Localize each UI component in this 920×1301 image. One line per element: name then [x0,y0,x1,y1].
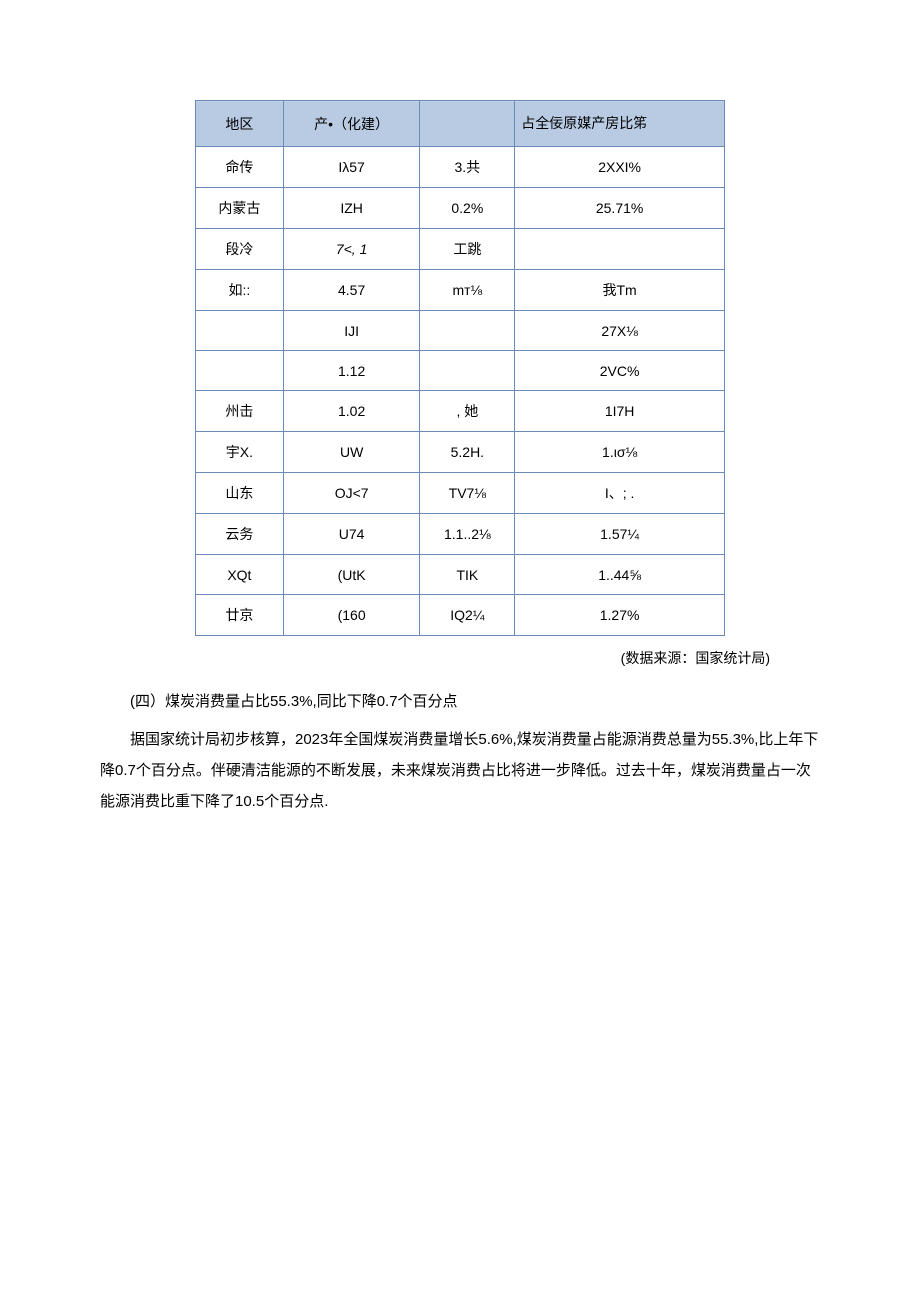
cell [196,311,284,351]
cell: (UtK [283,555,420,595]
table-row: XQt (UtK TIK 1..44⅝ [196,555,725,595]
cell: Iλ57 [283,147,420,188]
cell: 0.2% [420,188,515,229]
cell: 1.27% [515,595,725,636]
cell: 段冷 [196,229,284,270]
cell: 宇X. [196,432,284,473]
cell: mт⅛ [420,270,515,311]
cell: 1.02 [283,391,420,432]
body-paragraph: 据国家统计局初步核算，2023年全国煤炭消费量增长5.6%,煤炭消费量占能源消费… [100,725,820,817]
regional-data-table: 地区 产•（化建） 占全佞原媒产房比笫 命传 Iλ57 3.共 2XXI% 内蒙… [195,100,725,636]
cell: IJI [283,311,420,351]
cell: (160 [283,595,420,636]
table-row: 内蒙古 IZH 0.2% 25.71% [196,188,725,229]
cell: 2XXI% [515,147,725,188]
cell: IQ2¼ [420,595,515,636]
cell: IZH [283,188,420,229]
cell: UW [283,432,420,473]
cell [515,229,725,270]
cell: TV7⅛ [420,473,515,514]
cell: I、; . [515,473,725,514]
cell: XQt [196,555,284,595]
cell: 山东 [196,473,284,514]
cell: 1.1..2⅛ [420,514,515,555]
table-row: 州击 1.02 , 她 1I7H [196,391,725,432]
col-header-production: 产•（化建） [283,101,420,147]
cell: 1.ισ⅛ [515,432,725,473]
cell: 3.共 [420,147,515,188]
table-row: 如:: 4.57 mт⅛ 我Tm [196,270,725,311]
cell: 州击 [196,391,284,432]
cell: 4.57 [283,270,420,311]
table-row: 云务 U74 1.1..2⅛ 1.57¼ [196,514,725,555]
cell: U74 [283,514,420,555]
cell: 27X⅛ [515,311,725,351]
table-row: 段冷 7<, 1 工跳 [196,229,725,270]
cell: 1..44⅝ [515,555,725,595]
table-row: 廿京 (160 IQ2¼ 1.27% [196,595,725,636]
cell: 廿京 [196,595,284,636]
table-row: 山东 OJ<7 TV7⅛ I、; . [196,473,725,514]
cell: 1.57¼ [515,514,725,555]
cell [196,351,284,391]
table-body: 命传 Iλ57 3.共 2XXI% 内蒙古 IZH 0.2% 25.71% 段冷… [196,147,725,636]
cell [420,311,515,351]
cell: 命传 [196,147,284,188]
cell: 1.12 [283,351,420,391]
cell: 7<, 1 [283,229,420,270]
cell: 我Tm [515,270,725,311]
col-header-proportion: 占全佞原媒产房比笫 [515,101,725,147]
col-header-blank [420,101,515,147]
cell [420,351,515,391]
cell: 25.71% [515,188,725,229]
cell: 2VC% [515,351,725,391]
cell: , 她 [420,391,515,432]
cell: 内蒙古 [196,188,284,229]
table-row: IJI 27X⅛ [196,311,725,351]
data-source-note: (数据来源：国家统计局) [100,648,770,668]
cell: 如:: [196,270,284,311]
table-row: 命传 Iλ57 3.共 2XXI% [196,147,725,188]
cell: 工跳 [420,229,515,270]
table-header-row: 地区 产•（化建） 占全佞原媒产房比笫 [196,101,725,147]
table-row: 宇X. UW 5.2H. 1.ισ⅛ [196,432,725,473]
cell: 云务 [196,514,284,555]
cell: 1I7H [515,391,725,432]
cell: OJ<7 [283,473,420,514]
table-row: 1.12 2VC% [196,351,725,391]
col-header-region: 地区 [196,101,284,147]
cell: 5.2H. [420,432,515,473]
cell: TIK [420,555,515,595]
section-subtitle: (四）煤炭消费量占比55.3%,同比下降0.7个百分点 [130,690,820,711]
